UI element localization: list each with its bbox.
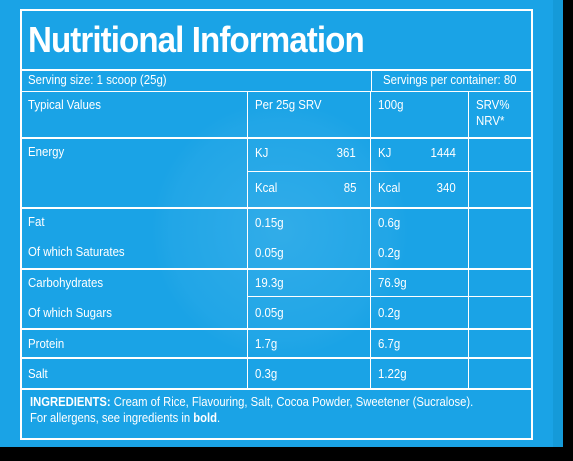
allergen-note: For allergens, see ingredients in bold.: [30, 410, 220, 426]
sugars-serving: 0.05g: [255, 305, 284, 320]
divider: [371, 69, 372, 91]
fat-100g: 0.6g: [378, 215, 401, 230]
fat-serving: 0.15g: [255, 215, 284, 230]
kj-value-serving: 361: [336, 145, 356, 160]
energy-label: Energy: [28, 144, 65, 159]
divider: [22, 91, 531, 92]
servings-per-container: Servings per container: 80: [383, 72, 517, 87]
salt-100g: 1.22g: [378, 366, 407, 381]
ingredients-heading: INGREDIENTS:: [30, 395, 111, 409]
header-per-100g: 100g: [378, 97, 404, 112]
kj-unit-100g: KJ: [378, 145, 392, 160]
ingredients-list: Cream of Rice, Flavouring, Salt, Cocoa P…: [110, 395, 474, 409]
carbohydrates-serving: 19.3g: [255, 275, 284, 290]
nutrition-table-frame: Nutritional Information Serving size: 1 …: [20, 9, 533, 440]
divider: [22, 357, 531, 359]
header-typical-values: Typical Values: [28, 97, 101, 112]
kj-unit-serving: KJ: [255, 145, 269, 160]
saturates-label: Of which Saturates: [28, 244, 125, 259]
salt-serving: 0.3g: [255, 366, 278, 381]
protein-serving: 1.7g: [255, 336, 278, 351]
divider: [247, 171, 531, 172]
protein-100g: 6.7g: [378, 336, 401, 351]
kcal-value-serving: 85: [343, 180, 356, 195]
header-srv-percent: SRV%: [476, 97, 510, 112]
header-per-serving: Per 25g SRV: [255, 97, 322, 112]
ingredients-text: INGREDIENTS: Cream of Rice, Flavouring, …: [30, 394, 473, 410]
kcal-value-100g: 340: [436, 180, 456, 195]
allergen-bold-word: bold: [193, 411, 217, 425]
salt-label: Salt: [28, 366, 48, 381]
carbohydrates-label: Carbohydrates: [28, 275, 104, 290]
sugars-label: Of which Sugars: [28, 305, 112, 320]
divider: [468, 91, 469, 388]
divider: [22, 69, 531, 71]
kj-value-100g: 1444: [430, 145, 456, 160]
allergen-suffix: .: [216, 411, 221, 425]
saturates-serving: 0.05g: [255, 245, 284, 260]
panel-title: Nutritional Information: [28, 19, 365, 60]
divider: [370, 91, 371, 388]
divider: [247, 91, 248, 388]
sugars-100g: 0.2g: [378, 305, 401, 320]
saturates-100g: 0.2g: [378, 245, 401, 260]
kcal-unit-serving: Kcal: [255, 180, 278, 195]
nutrition-panel: Nutritional Information Serving size: 1 …: [0, 0, 563, 447]
divider: [22, 268, 531, 270]
kcal-unit-100g: Kcal: [378, 180, 401, 195]
carbohydrates-100g: 76.9g: [378, 275, 407, 290]
divider: [22, 137, 531, 139]
header-nrv: NRV*: [476, 113, 505, 128]
fat-label: Fat: [28, 214, 45, 229]
allergen-prefix: For allergens, see ingredients in: [30, 411, 194, 425]
divider: [247, 296, 531, 297]
serving-size: Serving size: 1 scoop (25g): [28, 72, 167, 87]
divider: [22, 207, 531, 209]
divider: [22, 388, 531, 390]
divider: [22, 328, 531, 330]
protein-label: Protein: [28, 336, 65, 351]
